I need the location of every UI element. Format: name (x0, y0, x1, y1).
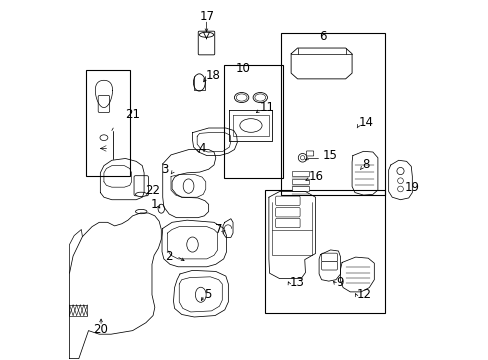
FancyBboxPatch shape (321, 253, 337, 262)
Ellipse shape (183, 179, 194, 193)
Bar (265, 190, 384, 314)
Text: 22: 22 (145, 184, 160, 197)
FancyBboxPatch shape (98, 95, 109, 113)
Ellipse shape (100, 135, 108, 140)
Text: 4: 4 (198, 142, 205, 155)
FancyBboxPatch shape (306, 151, 313, 156)
Circle shape (300, 156, 304, 160)
Text: 21: 21 (124, 108, 140, 121)
Ellipse shape (158, 204, 164, 213)
Text: 17: 17 (199, 10, 214, 23)
Text: 10: 10 (235, 62, 250, 75)
FancyBboxPatch shape (275, 208, 300, 217)
Ellipse shape (254, 94, 265, 101)
Ellipse shape (236, 94, 246, 101)
Circle shape (396, 167, 403, 175)
Text: 9: 9 (336, 276, 343, 289)
Bar (291, 179, 308, 184)
Text: 14: 14 (358, 117, 373, 130)
Text: 7: 7 (215, 223, 223, 236)
FancyBboxPatch shape (321, 261, 337, 270)
Text: 1: 1 (150, 198, 158, 211)
Text: 8: 8 (362, 158, 369, 171)
Text: 11: 11 (260, 101, 274, 114)
Text: 19: 19 (404, 181, 419, 194)
Text: 18: 18 (206, 69, 221, 82)
Circle shape (397, 178, 403, 184)
Ellipse shape (234, 93, 248, 103)
Circle shape (298, 153, 306, 162)
Ellipse shape (195, 287, 206, 302)
Text: 12: 12 (356, 288, 371, 301)
FancyBboxPatch shape (275, 219, 300, 228)
Text: 20: 20 (93, 323, 108, 336)
Text: 2: 2 (165, 249, 172, 262)
Ellipse shape (253, 93, 267, 103)
Bar (69, 305, 87, 316)
Text: 5: 5 (204, 288, 211, 301)
Ellipse shape (239, 119, 262, 132)
Circle shape (397, 186, 403, 192)
Ellipse shape (199, 32, 213, 37)
Bar (85, 69, 130, 176)
FancyBboxPatch shape (134, 176, 148, 196)
Bar (291, 171, 308, 176)
Ellipse shape (193, 74, 205, 91)
Ellipse shape (135, 192, 147, 197)
Ellipse shape (186, 237, 198, 252)
Ellipse shape (135, 210, 147, 214)
Text: 13: 13 (289, 276, 304, 289)
Bar (281, 33, 384, 195)
Bar (291, 186, 308, 192)
Text: 15: 15 (322, 149, 337, 162)
FancyBboxPatch shape (198, 31, 214, 55)
FancyBboxPatch shape (275, 196, 300, 206)
Text: 3: 3 (161, 163, 168, 176)
Text: 6: 6 (318, 30, 326, 43)
Text: 16: 16 (308, 170, 324, 183)
Bar (223, 64, 283, 178)
